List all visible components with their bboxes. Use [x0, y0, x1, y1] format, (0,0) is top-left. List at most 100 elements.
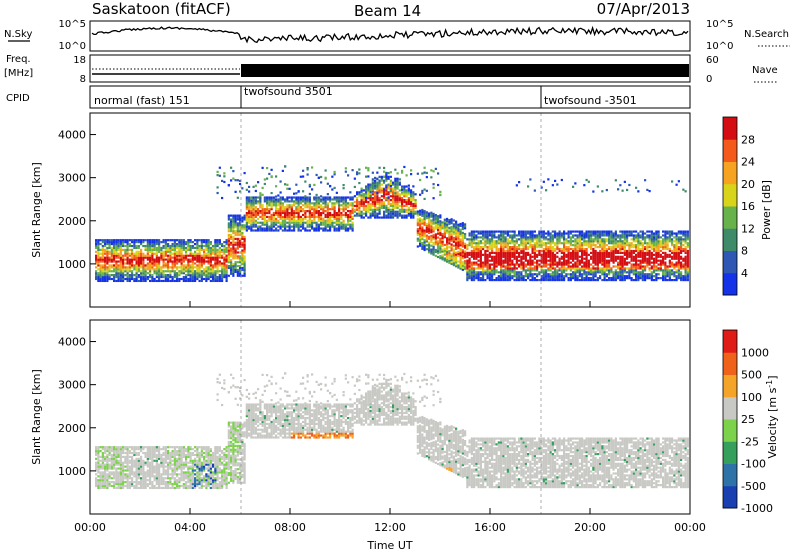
power-cell: [118, 243, 120, 245]
power-cell: [619, 279, 621, 281]
power-cell: [196, 255, 198, 257]
power-cell: [649, 275, 651, 277]
power-cell: [228, 267, 230, 269]
power-cell: [545, 262, 547, 264]
power-cell: [633, 238, 635, 240]
power-cell: [250, 220, 252, 222]
power-cell: [185, 257, 187, 259]
power-cell: [536, 267, 538, 269]
power-cell: [379, 205, 381, 207]
power-cell: [457, 231, 459, 233]
power-cell: [658, 273, 660, 275]
power-cell: [655, 273, 657, 275]
power-cell: [473, 277, 475, 279]
power-cell: [309, 222, 311, 224]
power-cell: [178, 280, 180, 282]
power-cell: [367, 195, 369, 197]
power-cell: [559, 238, 561, 240]
power-cell: [334, 206, 336, 208]
power-cell: [464, 260, 466, 262]
power-cell: [637, 254, 639, 256]
power-cell: [97, 259, 99, 261]
nsearch-tick-bottom: 10^0: [706, 41, 733, 52]
power-cell: [100, 243, 102, 245]
power-cell: [275, 224, 277, 226]
power-cell: [201, 260, 203, 262]
power-cell: [554, 258, 556, 260]
power-cell: [547, 254, 549, 256]
power-cell: [196, 247, 198, 249]
power-cell: [628, 275, 630, 277]
power-cell: [219, 270, 221, 272]
power-cell: [655, 267, 657, 269]
power-cell: [266, 210, 268, 212]
power-cell: [104, 245, 106, 247]
power-cell: [574, 182, 576, 184]
power-cell: [653, 275, 655, 277]
power-cell: [325, 204, 327, 206]
power-cell: [655, 234, 657, 236]
power-cell: [140, 266, 142, 268]
power-cell: [295, 184, 297, 186]
power-cell: [356, 173, 358, 175]
power-cell: [457, 235, 459, 237]
power-cell: [291, 208, 293, 210]
power-cell: [340, 196, 342, 198]
power-cell: [397, 201, 399, 203]
power-cell: [181, 260, 183, 262]
power-cell: [154, 264, 156, 266]
power-cell: [642, 256, 644, 258]
power-cell: [622, 273, 624, 275]
power-cell: [595, 238, 597, 240]
power-cell: [111, 243, 113, 245]
power-cell: [172, 264, 174, 266]
power-cell: [550, 273, 552, 275]
power-cell: [475, 256, 477, 258]
power-cell: [298, 200, 300, 202]
power-cell: [583, 277, 585, 279]
power-cell: [617, 240, 619, 242]
power-cell: [545, 246, 547, 248]
power-cell: [469, 277, 471, 279]
power-cell: [385, 207, 387, 209]
power-cell: [334, 216, 336, 218]
power-cell: [219, 276, 221, 278]
power-cell: [255, 226, 257, 228]
power-cell: [183, 249, 185, 251]
power-cell: [525, 230, 527, 232]
power-cell: [516, 246, 518, 248]
power-cell: [538, 271, 540, 273]
power-cell: [210, 253, 212, 255]
power-cell: [642, 277, 644, 279]
power-cell: [329, 229, 331, 231]
power-cell: [255, 229, 257, 231]
power-cell: [392, 209, 394, 211]
power-cell: [514, 254, 516, 256]
power-cell: [613, 262, 615, 264]
power-cell: [617, 242, 619, 244]
power-cell: [550, 254, 552, 256]
power-cell: [608, 277, 610, 279]
power-cell: [667, 240, 669, 242]
power-cell: [601, 244, 603, 246]
power-cell: [586, 248, 588, 250]
power-cell: [484, 250, 486, 252]
power-cell: [482, 279, 484, 281]
power-cell: [559, 277, 561, 279]
power-cell: [356, 197, 358, 199]
power-cell: [439, 230, 441, 232]
power-cell: [266, 224, 268, 226]
power-cell: [552, 279, 554, 281]
power-cell: [118, 255, 120, 257]
power-cell: [590, 232, 592, 234]
power-cell: [610, 256, 612, 258]
power-cell: [280, 180, 282, 182]
power-cell: [475, 273, 477, 275]
power-cell: [149, 243, 151, 245]
power-cell: [622, 256, 624, 258]
power-cell: [437, 215, 439, 217]
power-cell: [637, 238, 639, 240]
power-cell: [399, 213, 401, 215]
power-cell: [127, 249, 129, 251]
